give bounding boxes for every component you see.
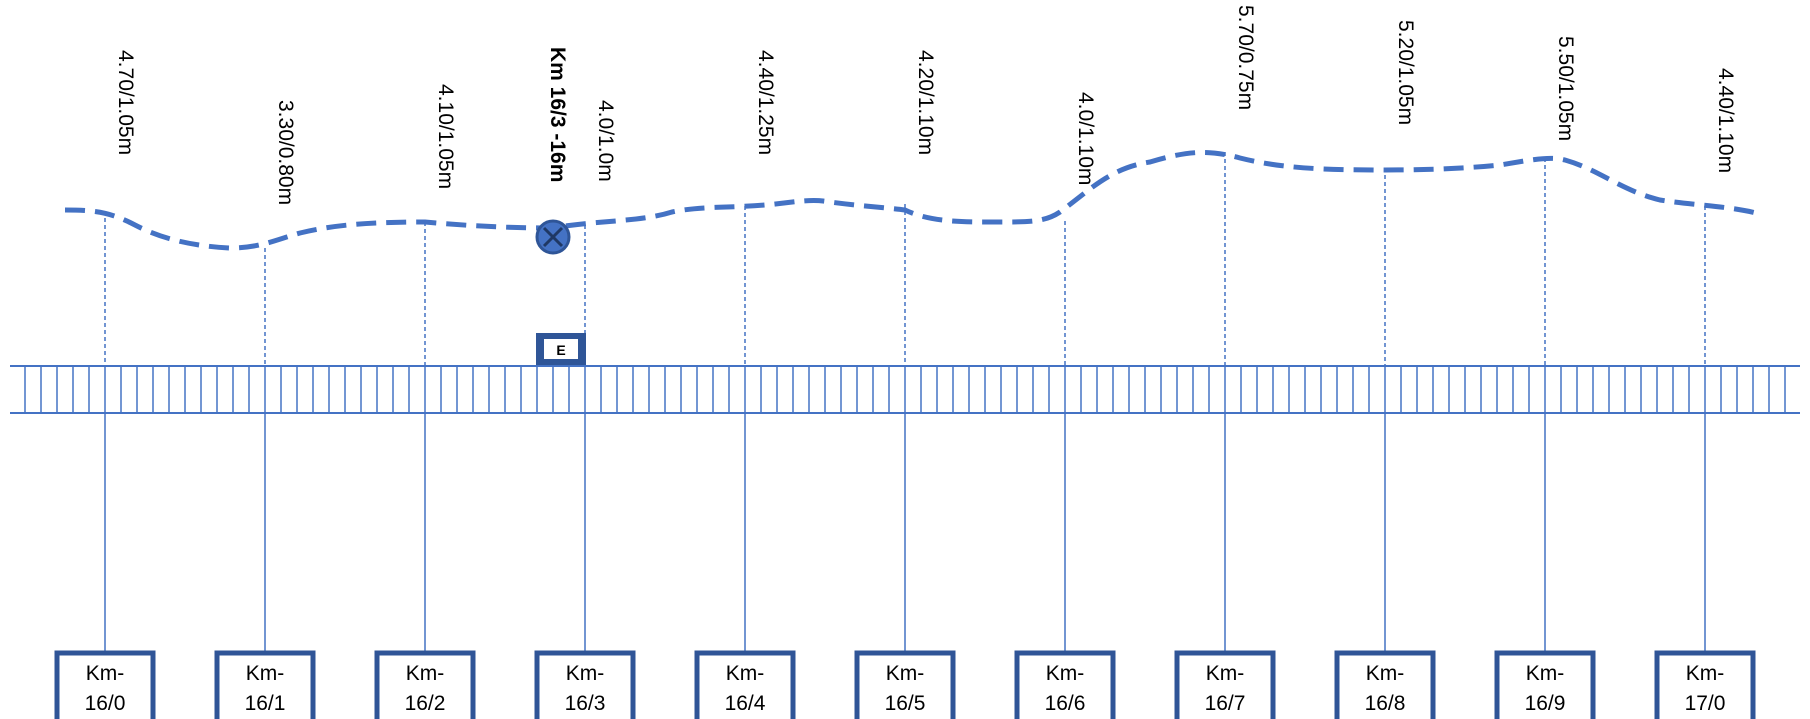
km-label-line2: 16/5: [885, 692, 926, 715]
km-label-line2: 16/0: [85, 692, 126, 715]
km-label-line2: 16/7: [1205, 692, 1246, 715]
measurement-label: 4.40/1.10m: [1714, 68, 1737, 173]
km-label-line2: 16/1: [245, 692, 286, 715]
water-surface-profile: [64, 149, 1761, 251]
km-box: [54, 650, 156, 719]
canal-band: [10, 365, 1800, 414]
km-label-line2: 17/0: [1685, 692, 1726, 715]
km-box: [1174, 650, 1276, 719]
measurement-label: 4.70/1.05m: [114, 50, 137, 155]
km-label-line1: Km-: [86, 662, 125, 685]
measurement-label: 4.40/1.25m: [754, 50, 777, 155]
location-label: Km 16/3 -16m: [546, 47, 569, 182]
station-16-1: Km- 16/1 3.30/0.80m: [214, 100, 316, 719]
measurement-label: 5.70/0.75m: [1234, 5, 1257, 110]
km-label-line2: 16/4: [725, 692, 766, 715]
km-box: [1334, 650, 1436, 719]
km-label-line2: 16/6: [1045, 692, 1086, 715]
km-box: [1014, 650, 1116, 719]
e-marker-label: E: [556, 342, 565, 358]
km-label-line2: 16/9: [1525, 692, 1566, 715]
station-16-7: Km- 16/7 5.70/0.75m: [1174, 5, 1276, 719]
km-label-line1: Km-: [1686, 662, 1725, 685]
km-label-line1: Km-: [1366, 662, 1405, 685]
km-box: [534, 650, 636, 719]
station-16-5: Km- 16/5 4.20/1.10m: [854, 50, 956, 719]
station-16-6: Km- 16/6 4.0/1.10m: [1014, 92, 1116, 719]
km-label-line1: Km-: [246, 662, 285, 685]
measurement-label: 4.20/1.10m: [914, 50, 937, 155]
station-16-4: Km- 16/4 4.40/1.25m: [694, 50, 796, 719]
station-16-2: Km- 16/2 4.10/1.05m: [374, 84, 476, 719]
station-17-0: Km- 17/0 4.40/1.10m: [1654, 68, 1756, 719]
station-16-9: Km- 16/9 5.50/1.05m: [1494, 36, 1596, 719]
km-label-line1: Km-: [1526, 662, 1565, 685]
measurement-label: 4.0/1.0m: [594, 100, 617, 182]
km-box: [1654, 650, 1756, 719]
km-box: [1494, 650, 1596, 719]
km-box: [374, 650, 476, 719]
km-label-line2: 16/2: [405, 692, 446, 715]
station-16-0: Km- 16/0 4.70/1.05m: [54, 50, 156, 719]
km-box: [694, 650, 796, 719]
measurement-label: 4.10/1.05m: [434, 84, 457, 189]
canal-hatching: [24, 366, 1786, 413]
station-16-8: Km- 16/8 5.20/1.05m: [1334, 20, 1436, 719]
km-label-line1: Km-: [1046, 662, 1085, 685]
x-circle-icon: [535, 219, 571, 255]
measurement-label: 3.30/0.80m: [274, 100, 297, 205]
km-label-line1: Km-: [406, 662, 445, 685]
km-label-line1: Km-: [886, 662, 925, 685]
station-16-3: Km- 16/3 4.0/1.0m: [534, 100, 636, 719]
measurement-label: 5.20/1.05m: [1394, 20, 1417, 125]
e-marker: E: [536, 333, 586, 365]
measurement-label: 5.50/1.05m: [1554, 36, 1577, 141]
km-label-line1: Km-: [1206, 662, 1245, 685]
km-label-line1: Km-: [566, 662, 605, 685]
km-label-line1: Km-: [726, 662, 765, 685]
km-box: [854, 650, 956, 719]
km-label-line2: 16/8: [1365, 692, 1406, 715]
km-box: [214, 650, 316, 719]
measurement-label: 4.0/1.10m: [1074, 92, 1097, 185]
km-label-line2: 16/3: [565, 692, 606, 715]
